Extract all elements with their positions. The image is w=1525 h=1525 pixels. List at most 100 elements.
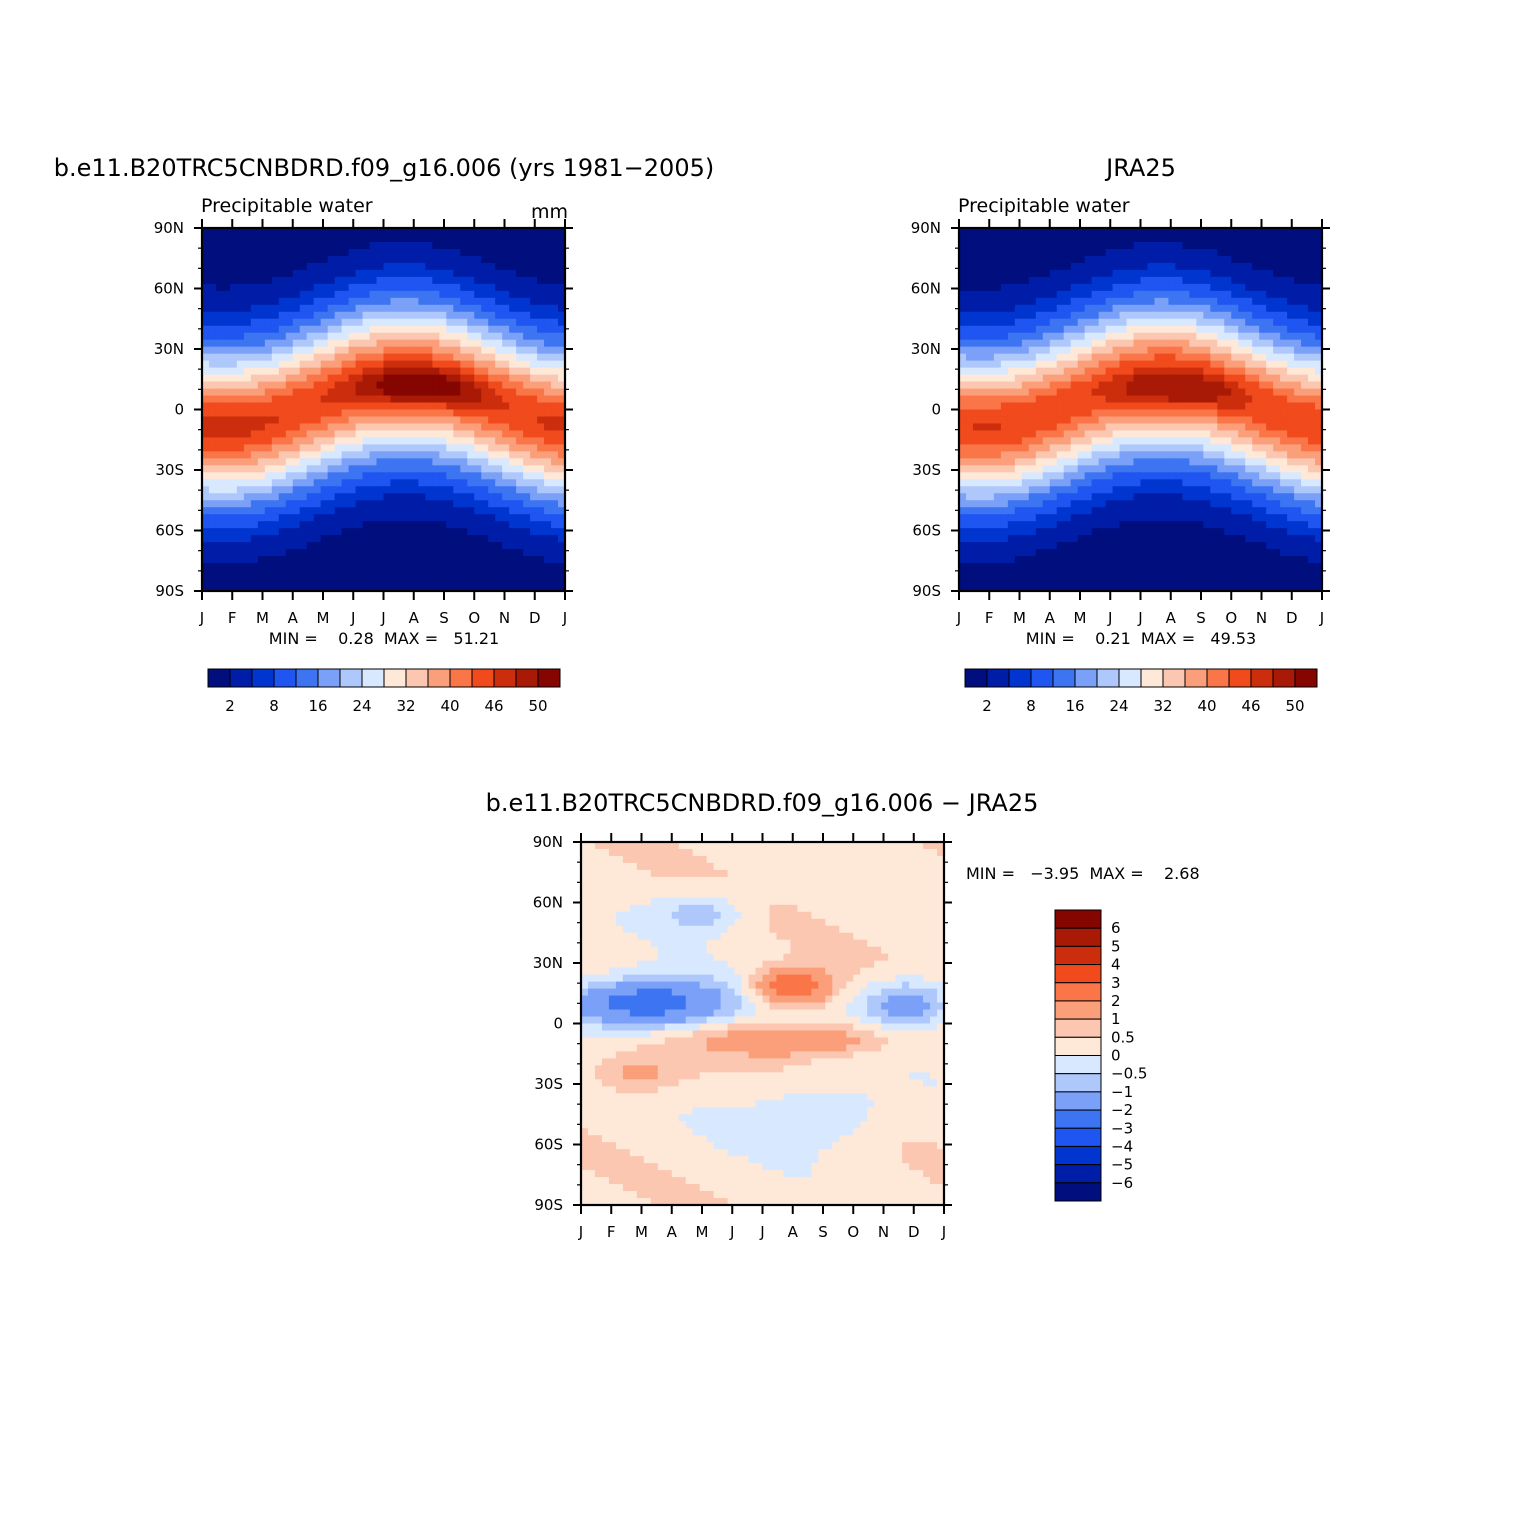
obs-cell — [1133, 346, 1142, 355]
obs-cell — [959, 353, 967, 362]
model-cell — [320, 549, 329, 557]
model-cell — [369, 353, 378, 362]
model-cell — [278, 311, 287, 320]
model-cell — [341, 486, 350, 494]
obs-cell — [965, 318, 974, 327]
model-cell — [376, 409, 385, 418]
model-cell — [208, 353, 217, 362]
model-cell — [544, 549, 552, 557]
model-cell — [306, 479, 315, 487]
obs-cell — [1154, 311, 1163, 320]
model-cell — [250, 255, 259, 264]
model-cell — [299, 353, 308, 362]
model-cell — [278, 297, 287, 306]
model-cell — [222, 388, 231, 397]
obs-cell — [979, 255, 988, 264]
obs-cell — [959, 374, 967, 383]
model-cell — [250, 416, 259, 425]
model-cell — [306, 556, 315, 564]
obs-cell — [1077, 304, 1086, 313]
obs-cell — [1063, 444, 1072, 452]
obs-cell — [1217, 437, 1225, 445]
model-cell — [257, 549, 266, 557]
model-cell — [306, 500, 315, 508]
obs-cell — [1035, 374, 1044, 383]
model-cell — [509, 241, 517, 250]
obs-cell — [993, 234, 1002, 243]
model-cell — [320, 507, 329, 515]
obs-cell — [1119, 395, 1128, 404]
model-cell — [292, 542, 301, 550]
model-cell — [292, 493, 301, 501]
model-cell — [215, 472, 224, 480]
model-cell — [306, 318, 315, 327]
obs-cell — [1154, 255, 1163, 264]
model-cell — [236, 262, 245, 271]
model-cell — [355, 332, 364, 341]
model-cell — [390, 465, 399, 473]
model-cell — [264, 402, 273, 411]
model-cell — [495, 577, 503, 585]
model-cell — [327, 584, 336, 592]
obs-cell — [1140, 479, 1149, 487]
model-cell — [488, 290, 496, 299]
obs-cell — [1056, 458, 1065, 466]
model-cell — [404, 262, 413, 271]
model-cell — [355, 262, 364, 271]
model-cell — [453, 500, 461, 508]
model-cell — [257, 304, 266, 313]
obs-cell — [1077, 479, 1086, 487]
model-cell — [313, 374, 322, 383]
obs-cell — [993, 311, 1002, 320]
model-cell — [418, 521, 426, 529]
obs-cell — [1175, 241, 1183, 250]
model-cell — [481, 402, 489, 411]
obs-cell — [1252, 353, 1260, 362]
obs-cell — [959, 346, 967, 355]
model-cell — [488, 339, 496, 348]
obs-cell — [1294, 346, 1302, 355]
model-cell — [537, 290, 545, 299]
model-cell — [509, 514, 517, 522]
model-cell — [530, 458, 538, 466]
model-cell — [222, 437, 231, 445]
obs-cell — [1084, 325, 1093, 334]
obs-cell — [1056, 304, 1065, 313]
model-cell — [481, 472, 489, 480]
obs-cell — [1000, 353, 1009, 362]
model-cell — [299, 584, 308, 592]
obs-cell — [1161, 304, 1170, 313]
obs-cell — [1259, 409, 1267, 418]
obs-cell — [1007, 507, 1016, 515]
obs-cell — [1077, 283, 1086, 292]
obs-cell — [993, 500, 1002, 508]
model-cell — [250, 339, 259, 348]
model-cell — [348, 444, 357, 452]
model-cell — [243, 437, 252, 445]
obs-cell — [986, 451, 995, 459]
obs-cell — [1070, 416, 1079, 425]
obs-cell — [1035, 311, 1044, 320]
obs-cell — [1308, 283, 1316, 292]
obs-cell — [1238, 430, 1246, 439]
model-cell — [495, 255, 503, 264]
obs-cell — [1294, 451, 1302, 459]
model-cell — [558, 311, 566, 320]
model-cell — [299, 381, 308, 390]
obs-cell — [979, 228, 988, 236]
obs-cell — [1126, 297, 1135, 306]
model-cell — [530, 472, 538, 480]
model-cell — [369, 542, 378, 550]
obs-cell — [1021, 409, 1030, 418]
model-cell — [537, 556, 545, 564]
model-cell — [292, 304, 301, 313]
obs-cell — [1287, 262, 1295, 271]
model-cell — [292, 367, 301, 376]
model-cell — [369, 290, 378, 299]
obs-cell — [1231, 395, 1239, 404]
model-cell — [390, 353, 399, 362]
model-cell — [313, 479, 322, 487]
model-cell — [299, 528, 308, 536]
obs-cell — [1049, 409, 1058, 418]
obs-cell — [1161, 269, 1170, 278]
